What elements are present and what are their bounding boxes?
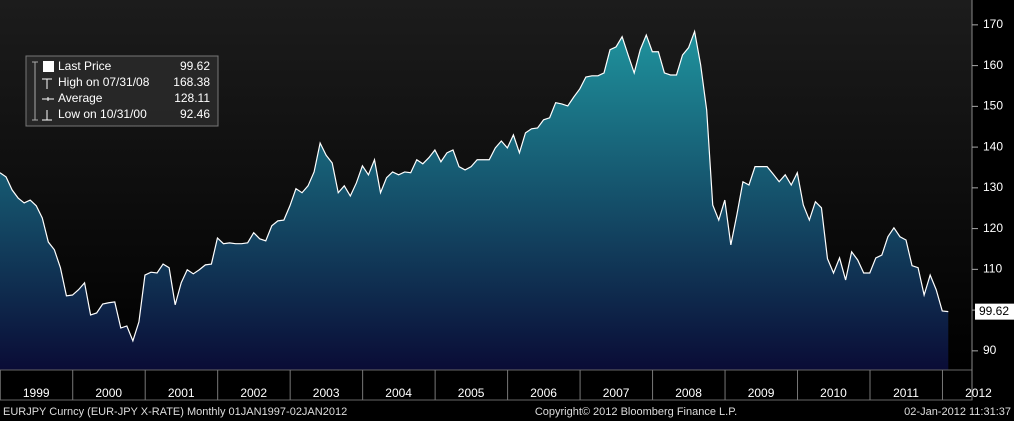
- x-tick-label: 2002: [240, 386, 267, 400]
- x-tick-label: 2003: [313, 386, 340, 400]
- legend-value: 128.11: [174, 91, 210, 105]
- x-tick-label: 2000: [95, 386, 122, 400]
- x-tick-label: 2010: [820, 386, 847, 400]
- x-tick-label: 2009: [748, 386, 775, 400]
- x-axis-band: [0, 369, 973, 401]
- x-tick-label: 2012: [965, 386, 992, 400]
- legend-label: Low on 10/31/00: [58, 107, 147, 121]
- footer-security: EURJPY Curncy (EUR-JPY X-RATE) Monthly 0…: [3, 406, 347, 418]
- legend-icon: [43, 61, 54, 72]
- legend-icon: [42, 78, 52, 89]
- footer-timestamp: 02-Jan-2012 11:31:37: [904, 406, 1011, 418]
- legend-label: High on 07/31/08: [58, 75, 150, 89]
- x-tick-label: 2008: [675, 386, 702, 400]
- y-tick-label: 150: [983, 99, 1003, 113]
- legend-box: [25, 55, 219, 127]
- x-tick-label: 2001: [168, 386, 195, 400]
- y-tick-label: 90: [983, 343, 997, 357]
- legend-value: 168.38: [173, 75, 210, 89]
- legend-label: Average: [58, 91, 103, 105]
- y-tick-label: 170: [983, 17, 1003, 31]
- y-tick-label: 140: [983, 139, 1003, 153]
- y-tick-label: 120: [983, 221, 1003, 235]
- y-tick-label: 110: [983, 262, 1002, 276]
- legend: Last Price 99.62 High on 07/31/08 168.38…: [25, 55, 219, 127]
- x-tick-label: 2011: [893, 386, 919, 400]
- line: [0, 29, 949, 343]
- legend-icon: [42, 97, 54, 101]
- x-tick-label: 1999: [23, 386, 50, 400]
- legend-value: 92.46: [180, 107, 210, 121]
- last-price-label: 99.62: [979, 304, 1009, 318]
- legend-icon: [42, 110, 52, 121]
- y-tick-label: 130: [983, 180, 1003, 194]
- legend-bracket: [32, 61, 38, 121]
- legend-value: 99.62: [180, 59, 210, 73]
- footer-copyright: Copyright© 2012 Bloomberg Finance L.P.: [535, 406, 737, 418]
- legend-label: Last Price: [58, 59, 112, 73]
- x-tick-label: 2006: [530, 386, 557, 400]
- x-tick-label: 2005: [458, 386, 485, 400]
- y-tick-label: 160: [983, 58, 1003, 72]
- area: [0, 31, 949, 371]
- x-tick-label: 2004: [385, 386, 412, 400]
- last-price-tag: [975, 303, 1014, 320]
- x-tick-label: 2007: [603, 386, 630, 400]
